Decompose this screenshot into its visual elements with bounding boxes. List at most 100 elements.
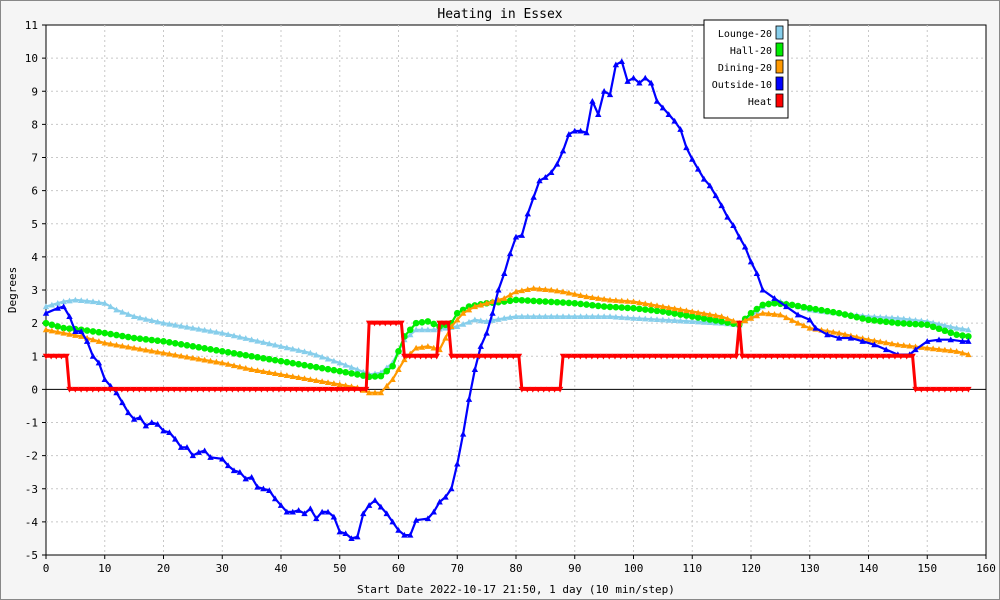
data-point-lounge-20 [506, 314, 514, 320]
data-point-lounge-20 [107, 303, 114, 310]
data-point-lounge-20 [471, 316, 479, 323]
legend: Lounge-20 Hall-20 Dining-20 Outside-10 Heat [703, 19, 789, 119]
data-point-hall-20 [289, 359, 297, 367]
y-tick-label: 0 [31, 383, 38, 396]
data-point-hall-20 [101, 329, 109, 337]
data-point-dining-20 [383, 382, 390, 389]
data-point-outside-10 [54, 305, 61, 311]
data-point-heat [959, 386, 966, 393]
data-point-dining-20 [477, 301, 484, 308]
data-point-heat [107, 386, 114, 393]
data-point-hall-20 [177, 341, 185, 348]
data-point-heat [371, 320, 378, 327]
data-point-hall-20 [42, 319, 50, 327]
data-point-dining-20 [935, 346, 943, 352]
data-point-heat [918, 386, 925, 393]
data-point-lounge-20 [647, 315, 655, 322]
data-point-hall-20 [589, 301, 596, 309]
data-point-outside-10 [924, 338, 931, 344]
data-point-lounge-20 [119, 308, 126, 315]
data-point-heat [401, 353, 408, 360]
data-point-heat [428, 353, 435, 360]
data-point-lounge-20 [42, 303, 50, 310]
data-point-dining-20 [571, 290, 578, 297]
data-point-lounge-20 [501, 314, 508, 321]
x-tick-label: 70 [451, 562, 464, 575]
data-point-lounge-20 [324, 355, 332, 362]
data-point-dining-20 [694, 309, 702, 316]
data-point-heat [240, 386, 248, 393]
data-point-lounge-20 [694, 318, 702, 325]
data-point-heat [229, 386, 236, 393]
data-point-lounge-20 [542, 313, 549, 320]
data-point-dining-20 [483, 300, 490, 306]
data-point-dining-20 [612, 297, 620, 303]
data-point-hall-20 [677, 311, 684, 318]
data-point-outside-10 [501, 270, 508, 276]
data-point-lounge-20 [177, 322, 185, 329]
data-point-hall-20 [224, 348, 232, 356]
data-point-outside-10 [806, 316, 813, 323]
data-point-hall-20 [688, 313, 696, 320]
data-point-heat [376, 320, 384, 327]
data-point-lounge-20 [459, 321, 467, 327]
data-point-lounge-20 [595, 313, 602, 320]
data-point-hall-20 [859, 315, 866, 322]
data-point-heat [281, 386, 288, 393]
data-point-dining-20 [918, 344, 925, 350]
data-point-outside-10 [489, 309, 496, 316]
data-point-outside-10 [871, 341, 878, 348]
data-point-outside-10 [536, 177, 543, 184]
data-point-dining-20 [166, 350, 173, 357]
data-point-hall-20 [759, 301, 767, 309]
data-point-outside-10 [219, 455, 226, 462]
data-point-heat [565, 353, 572, 360]
data-point-outside-10 [495, 286, 502, 293]
data-point-heat [194, 386, 201, 393]
data-point-hall-20 [630, 304, 637, 312]
data-point-heat [529, 386, 536, 393]
data-point-hall-20 [518, 296, 526, 304]
data-point-outside-10 [295, 507, 302, 513]
data-point-dining-20 [101, 339, 108, 346]
data-point-outside-10 [277, 502, 285, 508]
data-point-outside-10 [89, 353, 97, 359]
data-point-dining-20 [365, 389, 373, 396]
x-tick-label: 150 [917, 562, 937, 575]
data-point-dining-20 [671, 305, 678, 312]
data-point-hall-20 [95, 328, 103, 336]
data-point-dining-20 [260, 368, 267, 375]
data-point-lounge-20 [465, 318, 473, 325]
data-point-lounge-20 [677, 317, 684, 324]
data-point-hall-20 [765, 300, 772, 308]
data-point-outside-10 [683, 144, 690, 151]
data-point-hall-20 [876, 317, 884, 325]
data-point-outside-10 [771, 295, 778, 301]
data-point-outside-10 [882, 346, 890, 353]
data-point-lounge-20 [477, 317, 484, 324]
data-point-dining-20 [965, 351, 972, 358]
data-point-outside-10 [595, 111, 602, 117]
data-point-heat [101, 386, 108, 393]
data-point-outside-10 [230, 467, 238, 474]
data-point-hall-20 [371, 373, 379, 380]
data-point-lounge-20 [424, 326, 432, 333]
data-point-hall-20 [824, 307, 831, 315]
data-point-outside-10 [783, 303, 790, 310]
data-point-dining-20 [72, 332, 79, 338]
data-point-heat [797, 353, 805, 360]
data-point-outside-10 [618, 58, 625, 64]
data-point-hall-20 [295, 360, 302, 368]
data-point-lounge-20 [671, 317, 678, 324]
data-point-outside-10 [313, 515, 320, 522]
data-point-lounge-20 [260, 339, 267, 345]
data-point-hall-20 [612, 303, 620, 311]
data-point-outside-10 [377, 503, 385, 510]
data-point-hall-20 [154, 337, 161, 344]
data-point-dining-20 [377, 389, 385, 396]
data-point-heat [357, 386, 364, 393]
data-point-outside-10 [412, 517, 420, 523]
data-point-lounge-20 [636, 315, 643, 322]
data-point-dining-20 [536, 285, 543, 292]
data-point-dining-20 [89, 336, 97, 343]
